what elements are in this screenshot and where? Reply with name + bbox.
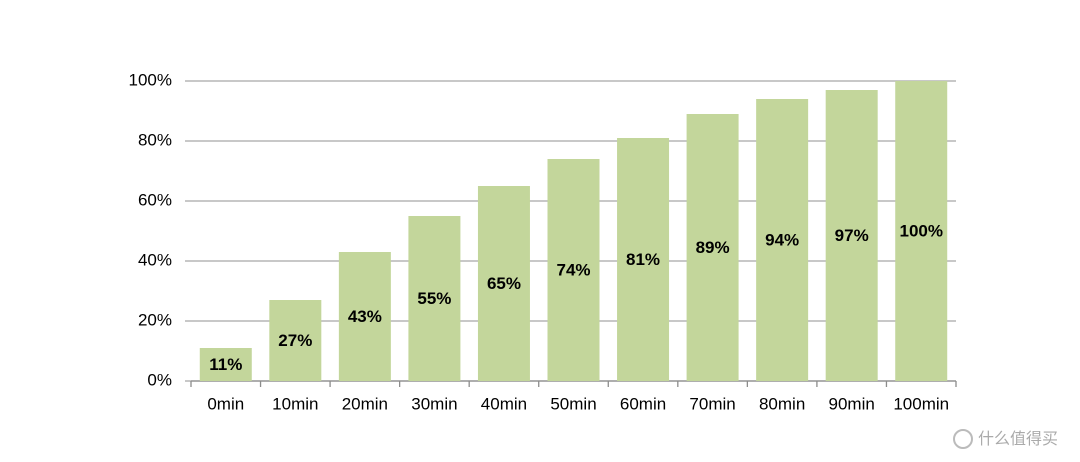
bar <box>617 138 670 381</box>
bar <box>547 159 600 381</box>
x-tick-label: 0min <box>207 394 244 413</box>
x-tick-label: 100min <box>893 394 949 413</box>
data-label: 55% <box>417 289 451 308</box>
y-tick-label: 100% <box>129 70 172 89</box>
bar <box>825 90 878 381</box>
y-tick-label: 20% <box>138 310 172 329</box>
bar <box>477 186 530 381</box>
data-label: 97% <box>835 226 869 245</box>
data-label: 11% <box>209 355 242 374</box>
x-tick-label: 90min <box>829 394 875 413</box>
x-tick-label: 70min <box>689 394 735 413</box>
bar <box>756 99 809 381</box>
x-tick-label: 50min <box>550 394 596 413</box>
data-label: 89% <box>696 238 730 257</box>
watermark-icon <box>953 429 973 449</box>
data-label: 65% <box>487 274 521 293</box>
bar <box>686 114 739 381</box>
x-tick-label: 10min <box>272 394 318 413</box>
data-label: 43% <box>348 307 382 326</box>
data-label: 81% <box>626 250 660 269</box>
y-tick-label: 80% <box>138 130 172 149</box>
bar <box>895 81 948 381</box>
data-label: 27% <box>278 331 312 350</box>
bar <box>408 216 461 381</box>
x-tick-label: 80min <box>759 394 805 413</box>
x-tick-label: 30min <box>411 394 457 413</box>
y-tick-label: 40% <box>138 250 172 269</box>
watermark: 什么值得买 <box>978 430 1058 448</box>
y-tick-label: 60% <box>138 190 172 209</box>
x-tick-label: 20min <box>342 394 388 413</box>
data-label: 94% <box>765 230 799 249</box>
x-tick-label: 60min <box>620 394 666 413</box>
bar <box>338 252 391 381</box>
x-tick-label: 40min <box>481 394 527 413</box>
data-label: 100% <box>899 221 942 240</box>
bar <box>199 348 252 381</box>
data-label: 74% <box>556 260 590 279</box>
bar <box>269 300 322 381</box>
y-tick-label: 0% <box>147 370 172 389</box>
